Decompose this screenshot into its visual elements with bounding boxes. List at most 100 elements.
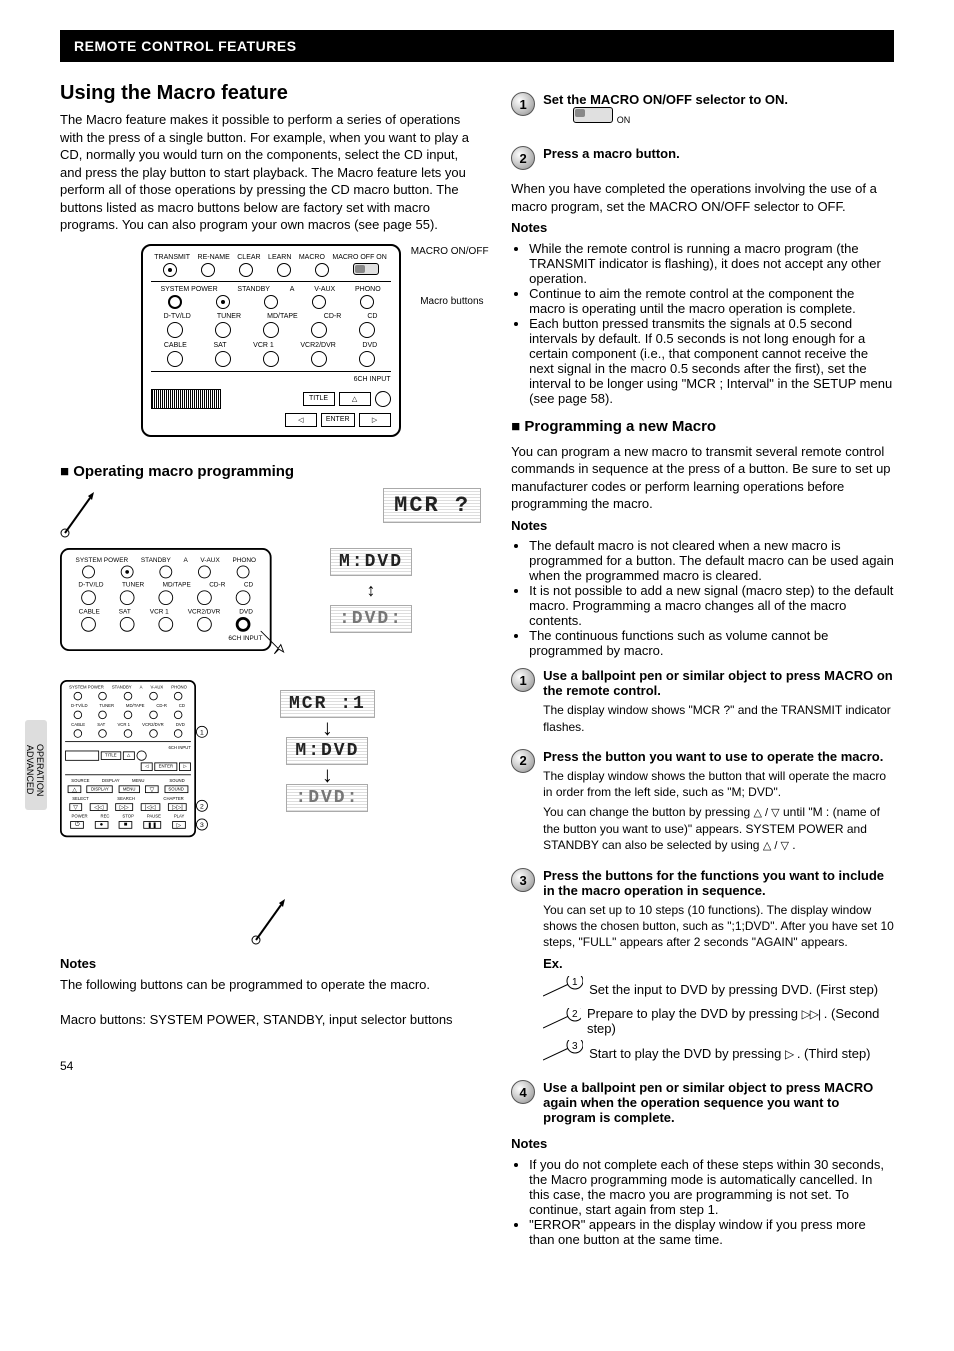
mdtape-button-sm[interactable] [158,590,173,605]
cd-button[interactable] [359,322,375,338]
tuner-button-sm[interactable] [120,590,135,605]
clear-button[interactable] [239,263,253,277]
tiny-cable[interactable] [73,729,82,738]
system-power-button-sm[interactable] [82,565,95,578]
phono-button[interactable] [360,295,374,309]
lcd-mdvd2: M:DVD [286,737,368,765]
lcd-mcr1: MCR :1 [280,690,375,718]
op-note-3: Each button pressed transmits the signal… [529,316,894,406]
step-2-circle: 2 [511,146,535,170]
tiny-enter[interactable]: ENTER [154,762,177,771]
tiny-pause-btn[interactable]: ❚❚ [143,821,161,829]
tiny-mdtape[interactable] [124,710,133,719]
sat-button-sm[interactable] [120,617,135,632]
sat-button[interactable] [215,351,231,367]
programming-title: ■ Programming a new Macro [511,418,894,435]
tiny-power-btn[interactable]: ⏻ [70,821,84,829]
tiny-dvd[interactable] [174,729,183,738]
tiny-vcr1[interactable] [124,729,133,738]
tiny-menu-btn[interactable]: MENU [119,785,140,793]
enter-button[interactable]: ENTER [321,413,355,427]
tiny-prev[interactable]: |◁◁ [141,803,160,811]
callout-2: 2 [196,800,208,812]
vcr2-button-sm[interactable] [197,617,212,632]
tiny-down[interactable]: ▽ [145,785,158,793]
vcr2-button[interactable] [311,351,327,367]
cd-button-sm[interactable] [236,590,251,605]
arrow-down-icon2: ↓ [322,769,333,780]
right-button[interactable]: ▷ [359,413,391,427]
standby-button[interactable] [216,295,230,309]
macro-button[interactable] [315,263,329,277]
tiny-6ch[interactable] [136,750,146,760]
tiny-rw[interactable]: ◁◁ [90,803,108,811]
tiny-vcr2[interactable] [149,729,158,738]
rename-button[interactable] [201,263,215,277]
dtv-button[interactable] [167,322,183,338]
tiny-left[interactable]: ◁ [141,762,153,771]
phono-button-sm[interactable] [237,565,250,578]
triangles2: △ / ▽ [763,840,789,852]
dvd-button-sm[interactable] [236,617,251,632]
cdr-button-sm[interactable] [197,590,212,605]
tiny-standby[interactable] [99,692,108,701]
tiny-vaux[interactable] [149,692,158,701]
vcr1-button-sm[interactable] [158,617,173,632]
left-button[interactable]: ◁ [285,413,317,427]
cable-button[interactable] [167,351,183,367]
ex2: Prepare to play the DVD by pressing [587,1006,798,1021]
tiny-display-btn[interactable]: DISPLAY [87,785,113,793]
a-button[interactable] [264,295,278,309]
remote-diagram-small: SYSTEM POWER STANDBY A V-AUX PHONO [60,548,272,651]
intro-text: The Macro feature makes it possible to p… [60,111,481,234]
tiny-phono[interactable] [174,692,183,701]
tiny-tuner[interactable] [99,710,108,719]
mdtape-button[interactable] [263,322,279,338]
sixch-button[interactable] [375,391,391,407]
tiny-rec-btn[interactable]: ● [95,821,109,829]
play-icon: ▷ [785,1047,793,1061]
p-step3-circle: 3 [511,868,535,892]
tiny-stop-btn[interactable]: ■ [119,821,133,829]
transmit-indicator [163,263,177,277]
tiny-play-btn[interactable]: ▷ [172,821,186,829]
tiny-src-up[interactable]: △ [68,785,81,793]
standby-button-sm[interactable] [121,565,134,578]
macro-heading: Using the Macro feature [60,82,481,105]
tiny-sat[interactable] [99,729,108,738]
tiny-dtv[interactable] [73,710,82,719]
title-button[interactable]: TITLE [303,392,335,406]
tiny-cd[interactable] [174,710,183,719]
tuner-button[interactable] [215,322,231,338]
tiny-title[interactable]: TITLE [101,751,121,760]
tiny-cdr[interactable] [149,710,158,719]
page-number: 54 [60,1059,481,1073]
remote-display-window [151,389,221,409]
triangles: △ / ▽ [754,807,780,819]
notes-heading: Notes [60,956,96,971]
dvd-button[interactable] [359,351,375,367]
pointer-1: 1 [543,976,583,1002]
tiny-a[interactable] [124,692,133,701]
tiny-sound-btn[interactable]: SOUND [164,785,188,793]
tiny-syspower[interactable] [73,692,82,701]
dtv-button-sm[interactable] [81,590,96,605]
tiny-ff[interactable]: ▷▷ [115,803,133,811]
cdr-button[interactable] [311,322,327,338]
more-note-1: If you do not complete each of these ste… [529,1157,894,1217]
remote-row2-labels: SYSTEM POWER STANDBY A V-AUX PHONO [151,286,391,293]
vaux-button-sm[interactable] [198,565,211,578]
vcr1-button[interactable] [263,351,279,367]
tiny-src-dn[interactable]: ▽ [69,803,82,811]
vaux-button[interactable] [312,295,326,309]
a-button-sm[interactable] [159,565,172,578]
tiny-right[interactable]: ▷ [179,762,191,771]
system-power-button[interactable] [168,295,182,309]
tiny-up[interactable]: △ [123,751,135,760]
macro-switch-detail[interactable] [573,107,613,123]
macro-onoff-switch[interactable] [353,263,379,275]
tiny-next[interactable]: ▷▷| [168,803,187,811]
learn-button[interactable] [277,263,291,277]
cable-button-sm[interactable] [81,617,96,632]
up-button[interactable]: △ [339,392,371,406]
